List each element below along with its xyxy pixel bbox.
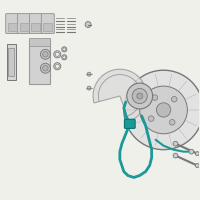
Wedge shape [93, 69, 147, 121]
Bar [8, 23, 17, 31]
Circle shape [43, 65, 48, 71]
Circle shape [85, 22, 91, 28]
Bar [29, 40, 50, 84]
Circle shape [195, 152, 199, 156]
Circle shape [137, 93, 143, 99]
FancyBboxPatch shape [41, 14, 54, 33]
Bar [29, 38, 50, 46]
Circle shape [55, 64, 59, 68]
Bar [8, 48, 14, 76]
FancyBboxPatch shape [124, 119, 135, 128]
FancyBboxPatch shape [6, 14, 19, 33]
Circle shape [140, 86, 187, 134]
Circle shape [54, 63, 61, 70]
Circle shape [173, 153, 178, 158]
Circle shape [87, 72, 91, 76]
Circle shape [124, 70, 200, 150]
Circle shape [40, 63, 50, 73]
Circle shape [156, 103, 171, 117]
Bar [20, 23, 29, 31]
Circle shape [43, 52, 48, 57]
Circle shape [63, 56, 66, 59]
Circle shape [62, 55, 67, 60]
Circle shape [148, 116, 154, 121]
Circle shape [40, 49, 50, 59]
Circle shape [189, 149, 194, 154]
Circle shape [63, 48, 66, 51]
Circle shape [55, 52, 59, 56]
Circle shape [152, 95, 158, 100]
Circle shape [127, 83, 153, 109]
Circle shape [62, 47, 67, 52]
Circle shape [195, 164, 199, 168]
Bar [31, 23, 40, 31]
Circle shape [169, 120, 175, 125]
Circle shape [132, 88, 147, 104]
Circle shape [87, 86, 91, 90]
FancyBboxPatch shape [18, 14, 30, 33]
Circle shape [54, 51, 61, 58]
Circle shape [173, 141, 178, 146]
Circle shape [171, 96, 177, 102]
Bar [7, 44, 16, 80]
Bar [43, 23, 52, 31]
FancyBboxPatch shape [29, 14, 42, 33]
